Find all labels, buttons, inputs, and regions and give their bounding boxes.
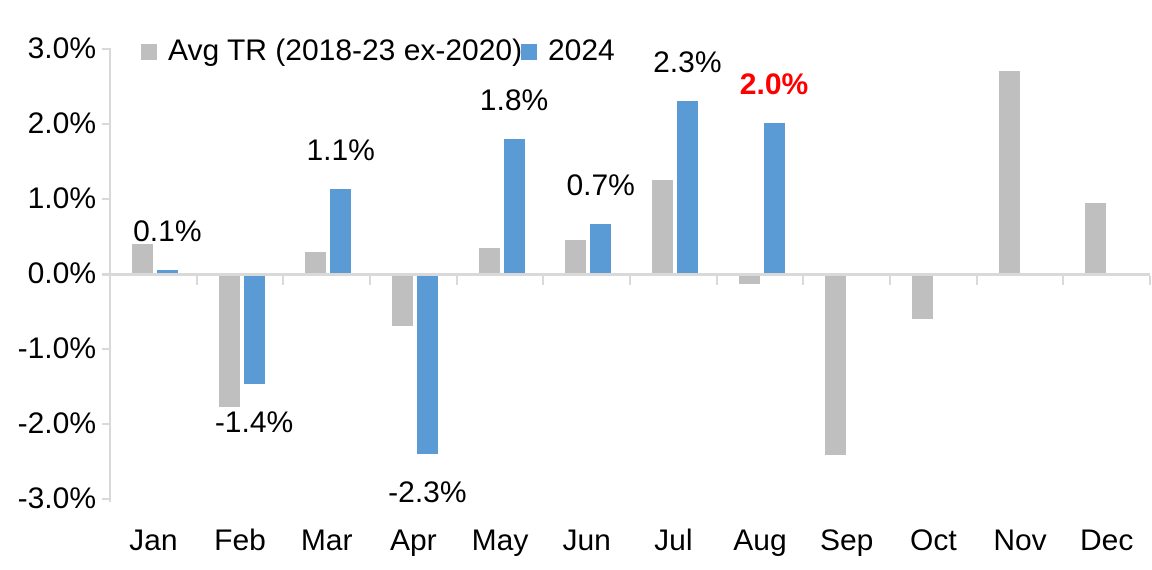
x-axis-label-apr: Apr	[389, 524, 437, 557]
x-axis-tick	[282, 276, 285, 285]
x-axis-tick	[715, 276, 718, 285]
y-axis-tick	[102, 423, 111, 425]
x-axis-tick	[629, 276, 631, 285]
x-axis-label-jan: Jan	[129, 524, 178, 557]
legend-label-2024: 2024	[548, 34, 615, 67]
x-axis-tick	[1062, 276, 1065, 285]
x-axis-label-may: May	[471, 524, 529, 557]
y-axis-tick-label: 0.0%	[27, 257, 96, 290]
bar-avg-jan	[131, 244, 153, 274]
bar-avg-mar	[305, 251, 327, 274]
x-axis-tick	[802, 276, 805, 285]
bar-2024-jul	[676, 100, 698, 274]
data-label-2024-jun: 0.7%	[566, 168, 635, 202]
data-label-2024-jul: 2.3%	[653, 45, 722, 79]
x-axis-label-oct: Oct	[909, 524, 957, 557]
bar-avg-aug	[738, 276, 760, 284]
bar-2024-feb	[243, 276, 265, 384]
bar-avg-oct	[911, 276, 933, 319]
data-label-2024-mar: 1.1%	[306, 134, 375, 168]
bar-avg-feb	[218, 276, 240, 408]
x-axis-label-feb: Feb	[214, 524, 266, 557]
y-axis-tick	[102, 198, 111, 200]
y-axis-tick	[102, 498, 111, 500]
y-axis-tick-label: -2.0%	[17, 407, 96, 440]
bar-2024-jun	[590, 223, 612, 274]
x-axis-line	[102, 273, 1150, 276]
y-axis-tick-label: 1.0%	[27, 182, 96, 215]
data-label-2024-feb: -1.4%	[214, 406, 294, 439]
bar-2024-aug	[763, 123, 785, 274]
data-label-2024-apr: -2.3%	[388, 475, 467, 509]
x-axis-tick	[369, 276, 371, 285]
data-label-2024-jan: 0.1%	[133, 215, 202, 249]
x-axis-label-jun: Jun	[562, 524, 611, 557]
y-axis-tick-label: -3.0%	[17, 482, 96, 515]
bar-avg-dec	[1085, 202, 1107, 274]
x-axis-label-nov: Nov	[993, 524, 1047, 557]
x-axis-tick	[195, 276, 198, 285]
data-label-2024-may: 1.8%	[479, 84, 549, 117]
x-axis-tick	[542, 276, 545, 285]
bar-2024-may	[503, 139, 525, 274]
bar-2024-jan	[156, 270, 178, 274]
bar-avg-may	[478, 247, 500, 274]
bar-avg-jul	[651, 180, 673, 274]
legend-swatch-avg-tr	[141, 44, 157, 60]
x-axis-tick	[975, 276, 978, 285]
x-axis-label-mar: Mar	[300, 524, 353, 557]
y-axis-tick	[102, 123, 111, 125]
y-axis-tick-label: 3.0%	[27, 32, 96, 65]
y-axis-tick-label: 2.0%	[27, 107, 96, 140]
bar-avg-sep	[825, 276, 847, 455]
x-axis-label-jul: Jul	[654, 524, 693, 557]
y-axis-tick-label: -1.0%	[17, 332, 96, 365]
x-axis-tick	[889, 276, 891, 285]
bar-avg-apr	[391, 276, 413, 327]
y-axis-tick	[102, 348, 111, 350]
bar-2024-mar	[330, 189, 352, 274]
data-label-2024-aug: 2.0%	[739, 68, 809, 102]
bar-avg-jun	[565, 240, 587, 274]
legend-swatch-2024	[521, 44, 537, 60]
x-axis-tick	[1149, 276, 1151, 285]
x-axis-tick	[455, 276, 458, 285]
bar-2024-apr	[416, 276, 438, 454]
bar-avg-nov	[998, 70, 1020, 274]
x-axis-label-sep: Sep	[819, 524, 874, 557]
x-axis-label-dec: Dec	[1079, 524, 1134, 557]
y-axis-tick	[102, 48, 111, 50]
x-axis-label-aug: Aug	[733, 524, 787, 557]
legend-label-avg-tr: Avg TR (2018-23 ex-2020)	[168, 34, 523, 67]
